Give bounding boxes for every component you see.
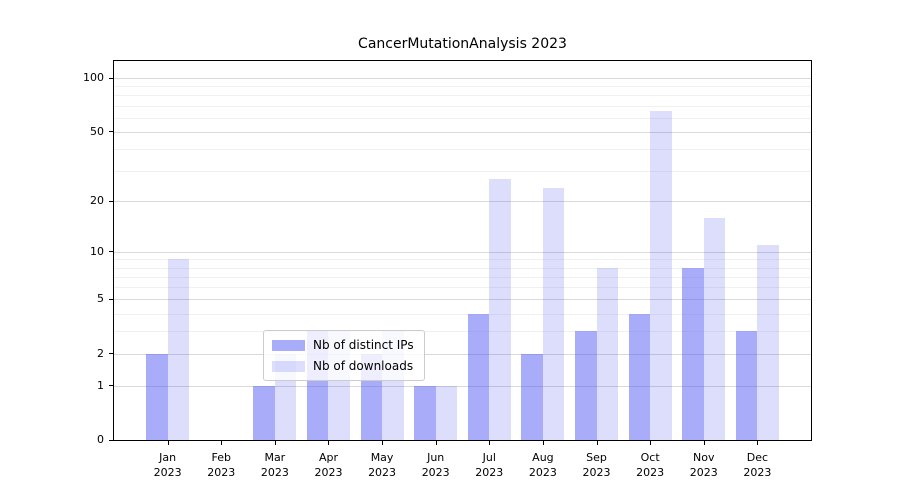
x-tick-label: Jul 2023 xyxy=(475,451,504,479)
legend-label-distinct-ips: Nb of distinct IPs xyxy=(313,338,414,352)
y-tick xyxy=(109,131,113,133)
minor-gridline xyxy=(114,331,811,333)
x-tick xyxy=(542,441,544,445)
y-tick-label: 10 xyxy=(90,244,104,258)
legend-entry-downloads: Nb of downloads xyxy=(272,359,414,373)
x-tick-label: Feb 2023 xyxy=(207,451,236,479)
minor-gridline xyxy=(114,287,811,289)
x-tick xyxy=(221,441,223,445)
y-tick-label: 5 xyxy=(97,292,104,306)
major-gridline xyxy=(114,299,811,301)
chart-title: CancerMutationAnalysis 2023 xyxy=(358,36,567,52)
minor-gridline xyxy=(114,95,811,97)
y-tick xyxy=(109,251,113,253)
major-gridline xyxy=(114,201,811,203)
bar-downloads xyxy=(650,111,672,440)
bar-distinct-ips xyxy=(467,313,490,440)
minor-gridline xyxy=(114,86,811,88)
legend-label-downloads: Nb of downloads xyxy=(313,359,414,373)
y-tick xyxy=(109,353,113,355)
bar-distinct-ips xyxy=(521,353,543,440)
x-tick-label: May 2023 xyxy=(368,451,397,479)
x-tick-label: Jan 2023 xyxy=(153,451,182,479)
x-tick xyxy=(274,441,276,445)
legend-swatch-distinct-ips xyxy=(272,339,305,351)
bar-distinct-ips xyxy=(253,385,275,440)
legend-swatch-downloads xyxy=(272,360,305,372)
major-gridline xyxy=(114,78,811,79)
y-tick xyxy=(109,200,113,202)
bar-distinct-ips xyxy=(628,313,651,440)
x-tick xyxy=(382,441,384,445)
x-tick xyxy=(596,441,598,445)
major-gridline xyxy=(114,131,811,133)
bar-downloads xyxy=(703,217,726,440)
y-tick xyxy=(109,298,113,300)
x-tick xyxy=(328,441,330,445)
x-tick-label: Sep 2023 xyxy=(582,451,611,479)
y-tick-label: 100 xyxy=(83,71,104,84)
minor-gridline xyxy=(114,148,811,150)
minor-gridline xyxy=(114,105,811,107)
minor-gridline xyxy=(114,259,811,261)
x-tick-label: Dec 2023 xyxy=(743,451,772,479)
x-tick xyxy=(650,441,652,445)
y-tick-label: 2 xyxy=(97,346,104,360)
y-tick-label: 20 xyxy=(90,194,104,208)
major-gridline xyxy=(114,385,811,387)
plot-area xyxy=(113,60,812,441)
x-tick xyxy=(757,441,759,445)
x-tick-label: Jun 2023 xyxy=(421,451,450,479)
bar-downloads xyxy=(489,178,511,440)
x-tick-label: Mar 2023 xyxy=(260,451,289,479)
minor-gridline xyxy=(114,267,811,269)
legend-entry-distinct-ips: Nb of distinct IPs xyxy=(272,338,414,352)
bar-distinct-ips xyxy=(682,267,704,440)
minor-gridline xyxy=(114,313,811,315)
bar-downloads xyxy=(542,187,565,440)
x-tick-label: Aug 2023 xyxy=(528,451,557,479)
x-tick-label: Oct 2023 xyxy=(636,451,665,479)
x-tick xyxy=(703,441,705,445)
x-tick-label: Nov 2023 xyxy=(689,451,718,479)
bar-downloads xyxy=(435,385,458,440)
bar-downloads xyxy=(167,259,190,440)
x-tick xyxy=(489,441,491,445)
major-gridline xyxy=(114,353,811,355)
bar-downloads xyxy=(596,267,618,440)
x-tick xyxy=(167,441,169,445)
bar-downloads xyxy=(757,245,779,440)
major-gridline xyxy=(114,251,811,253)
bar-distinct-ips xyxy=(414,385,436,440)
minor-gridline xyxy=(114,276,811,278)
minor-gridline xyxy=(114,117,811,119)
bar-distinct-ips xyxy=(146,353,168,440)
x-tick xyxy=(435,441,437,445)
y-tick-label: 0 xyxy=(97,433,104,446)
y-tick xyxy=(109,385,113,387)
bar-distinct-ips xyxy=(575,331,597,440)
x-tick-label: Apr 2023 xyxy=(314,451,343,479)
legend: Nb of distinct IPs Nb of downloads xyxy=(263,330,425,381)
y-tick-label: 50 xyxy=(90,124,104,138)
bar-distinct-ips xyxy=(735,331,758,440)
minor-gridline xyxy=(114,170,811,172)
y-tick-label: 1 xyxy=(97,378,104,392)
y-tick xyxy=(109,77,113,79)
y-tick xyxy=(109,439,113,441)
